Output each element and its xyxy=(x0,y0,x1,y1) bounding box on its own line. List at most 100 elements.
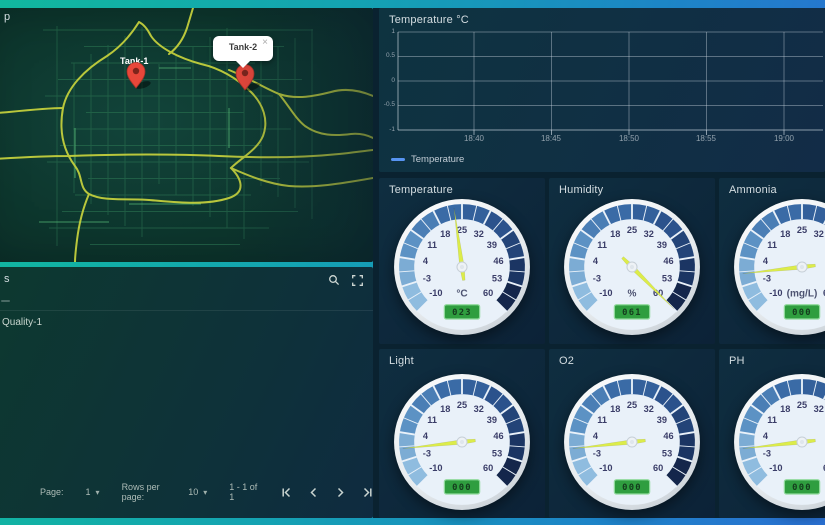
svg-text:60: 60 xyxy=(823,288,825,298)
svg-text:60: 60 xyxy=(823,463,825,473)
svg-text:25: 25 xyxy=(627,400,637,410)
column-header-mark[interactable] xyxy=(1,300,10,302)
svg-text:023: 023 xyxy=(452,308,472,318)
y-axis-tick: 0.5 xyxy=(385,52,395,59)
chevron-down-icon[interactable]: ▾ xyxy=(95,487,100,497)
map-panel-title: p xyxy=(4,11,11,23)
svg-text:25: 25 xyxy=(457,225,467,235)
chart-plot-area[interactable] xyxy=(379,8,825,172)
o2-gauge: -10 -3 4 11 18 25 32 39 46 53 60 000 xyxy=(559,369,705,515)
svg-text:60: 60 xyxy=(653,463,663,473)
svg-text:4: 4 xyxy=(423,431,429,441)
svg-text:000: 000 xyxy=(792,308,812,318)
gauge-panel-title: Humidity xyxy=(559,184,604,196)
svg-text:11: 11 xyxy=(767,415,777,425)
svg-text:061: 061 xyxy=(622,308,642,318)
rows-per-page-select[interactable]: 10 xyxy=(188,487,199,497)
page-select[interactable]: 1 xyxy=(85,487,91,497)
gauge-panel-title: Temperature xyxy=(389,184,453,196)
svg-text:-3: -3 xyxy=(593,448,601,458)
svg-text:-10: -10 xyxy=(429,288,442,298)
last-page-icon[interactable] xyxy=(362,487,373,498)
temperature-gauge: -10 -3 4 11 18 25 32 39 46 53 60 °C 023 xyxy=(389,194,535,340)
svg-text:-10: -10 xyxy=(769,463,782,473)
svg-text:18: 18 xyxy=(610,229,620,239)
map-marker-tank-2-pin[interactable] xyxy=(235,64,261,93)
svg-text:11: 11 xyxy=(427,240,437,250)
svg-text:000: 000 xyxy=(792,483,812,493)
svg-text:39: 39 xyxy=(657,415,667,425)
search-icon[interactable] xyxy=(328,274,340,286)
svg-text:-3: -3 xyxy=(593,273,601,283)
map-minor-roads xyxy=(43,26,313,246)
svg-text:32: 32 xyxy=(474,229,484,239)
chart-panel-title: Temperature °C xyxy=(389,14,469,26)
svg-text:4: 4 xyxy=(763,431,769,441)
legend-label: Temperature xyxy=(411,154,465,165)
svg-text:39: 39 xyxy=(657,240,667,250)
map-marker-tank-1-pin[interactable] xyxy=(126,62,152,91)
svg-text:-3: -3 xyxy=(423,273,431,283)
map-tooltip: Tank-2 × xyxy=(213,36,273,68)
pagination-range: 1 - 1 of 1 xyxy=(229,482,258,502)
svg-text:4: 4 xyxy=(593,431,599,441)
close-icon[interactable]: × xyxy=(262,37,268,48)
svg-text:46: 46 xyxy=(493,256,503,266)
svg-text:11: 11 xyxy=(597,240,607,250)
svg-text:18: 18 xyxy=(440,404,450,414)
rows-per-page-label: Rows per page: xyxy=(121,482,160,502)
x-axis-tick: 18:40 xyxy=(463,134,485,143)
svg-text:18: 18 xyxy=(780,404,790,414)
x-axis-tick: 18:45 xyxy=(540,134,562,143)
map-canvas[interactable]: Tank-1 xyxy=(0,8,373,262)
table-pagination: Page: 1 ▾ Rows per page: 10 ▾ 1 - 1 of 1 xyxy=(0,482,373,502)
svg-text:-3: -3 xyxy=(763,448,771,458)
chart-legend-item[interactable]: Temperature xyxy=(391,154,464,165)
svg-text:000: 000 xyxy=(622,483,642,493)
tooltip-text: Tank-2 xyxy=(228,42,258,52)
svg-text:4: 4 xyxy=(423,256,429,266)
svg-text:32: 32 xyxy=(814,229,824,239)
svg-text:-3: -3 xyxy=(763,273,771,283)
svg-text:32: 32 xyxy=(474,404,484,414)
svg-text:53: 53 xyxy=(492,273,502,283)
svg-text:53: 53 xyxy=(492,448,502,458)
gauge-panel-light: Light -10 -3 4 11 18 25 32 39 46 53 60 000 xyxy=(379,349,545,518)
svg-text:46: 46 xyxy=(493,431,503,441)
x-axis-tick: 18:55 xyxy=(695,134,717,143)
chevron-down-icon[interactable]: ▾ xyxy=(203,487,208,497)
y-axis-tick: 1 xyxy=(391,28,395,35)
legend-line-swatch xyxy=(391,158,405,161)
svg-text:11: 11 xyxy=(767,240,777,250)
svg-text:18: 18 xyxy=(780,229,790,239)
previous-page-icon[interactable] xyxy=(308,487,319,498)
svg-text:60: 60 xyxy=(483,463,493,473)
svg-text:32: 32 xyxy=(644,404,654,414)
svg-text:11: 11 xyxy=(427,415,437,425)
page-label: Page: xyxy=(40,487,64,497)
expand-icon[interactable] xyxy=(352,274,363,286)
svg-text:25: 25 xyxy=(797,225,807,235)
svg-text:-10: -10 xyxy=(769,288,782,298)
table-panel: s Quality-1 Page: 1 ▾ Rows per page: 10 … xyxy=(0,267,373,518)
x-axis-tick: 19:00 xyxy=(773,134,795,143)
first-page-icon[interactable] xyxy=(281,487,292,498)
svg-text:39: 39 xyxy=(487,415,497,425)
svg-text:53: 53 xyxy=(662,448,672,458)
y-axis-tick: -0.5 xyxy=(383,101,395,108)
map-bright-roads xyxy=(39,67,230,223)
next-page-icon[interactable] xyxy=(335,487,346,498)
table-row[interactable]: Quality-1 xyxy=(2,317,43,328)
svg-text:18: 18 xyxy=(610,404,620,414)
svg-text:°C: °C xyxy=(456,288,467,299)
svg-text:39: 39 xyxy=(487,240,497,250)
table-panel-title: s xyxy=(4,273,10,285)
svg-text:53: 53 xyxy=(662,273,672,283)
map-panel: Tank-1 p Tank-2 × xyxy=(0,8,373,262)
svg-text:32: 32 xyxy=(814,404,824,414)
gauge-panel-title: Ammonia xyxy=(729,184,777,196)
